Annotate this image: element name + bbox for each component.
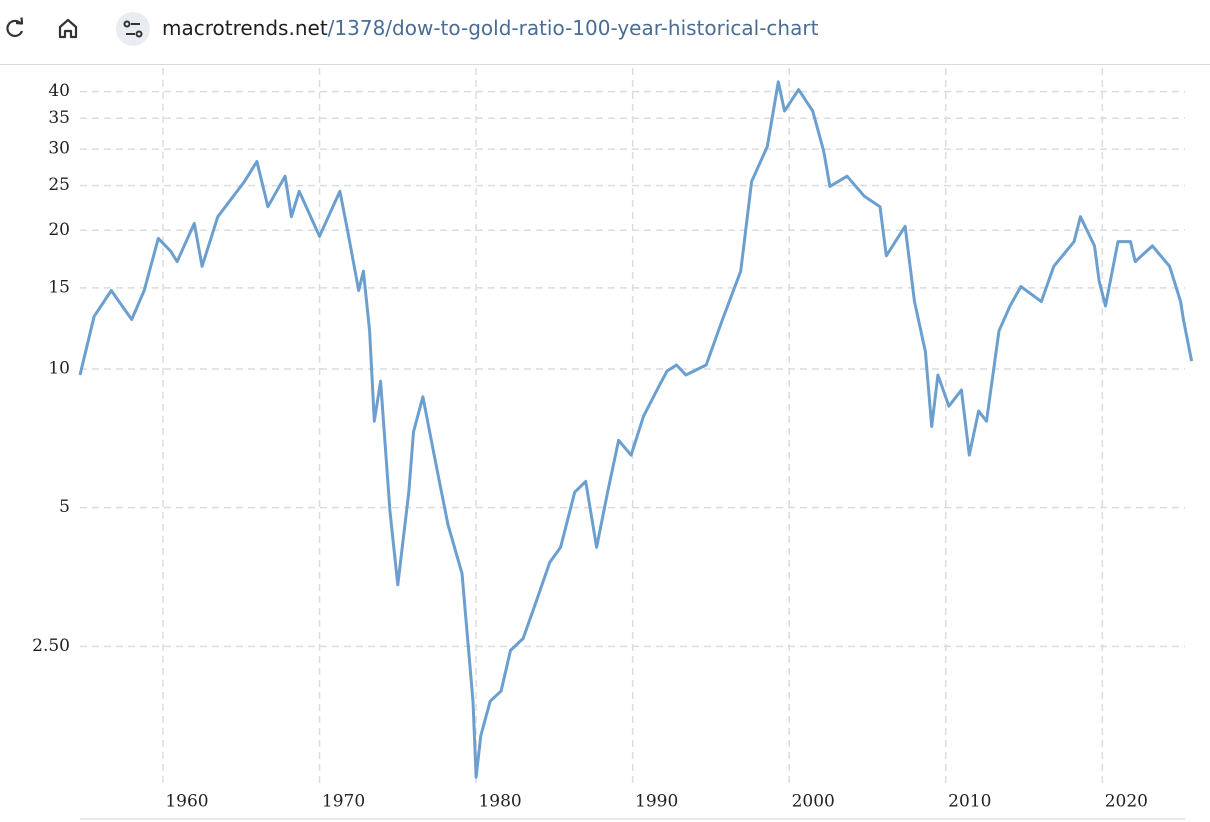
reload-button[interactable] bbox=[6, 17, 24, 38]
x-tick-label: 1990 bbox=[635, 792, 678, 812]
site-settings-button[interactable] bbox=[116, 12, 150, 46]
x-tick-label: 2000 bbox=[792, 792, 835, 812]
y-tick-label: 40 bbox=[48, 81, 70, 101]
y-tick-label: 5 bbox=[59, 497, 70, 517]
y-tick-label: 2.50 bbox=[32, 636, 70, 656]
y-tick-label: 20 bbox=[48, 220, 70, 240]
y-tick-label: 10 bbox=[48, 358, 70, 378]
home-button[interactable] bbox=[58, 18, 78, 39]
toolbar-icons bbox=[6, 12, 150, 46]
url-host: macrotrends.net bbox=[162, 16, 328, 40]
y-tick-label: 30 bbox=[48, 139, 70, 159]
x-tick-label: 1970 bbox=[322, 792, 365, 812]
y-tick-label: 15 bbox=[48, 277, 70, 297]
y-tick-label: 35 bbox=[48, 108, 70, 128]
address-bar: macrotrends.net/1378/dow-to-gold-ratio-1… bbox=[0, 0, 1210, 65]
url[interactable]: macrotrends.net/1378/dow-to-gold-ratio-1… bbox=[162, 16, 818, 40]
x-tick-label: 1980 bbox=[478, 792, 521, 812]
data-line bbox=[78, 80, 1194, 779]
x-tick-label: 2020 bbox=[1105, 792, 1148, 812]
x-tick-label: 1960 bbox=[165, 792, 208, 812]
url-path: /1378/dow-to-gold-ratio-100-year-histori… bbox=[327, 16, 819, 40]
x-tick-label: 2010 bbox=[948, 792, 991, 812]
y-tick-label: 25 bbox=[48, 175, 70, 195]
